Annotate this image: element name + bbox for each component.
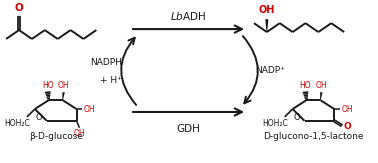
- Text: O: O: [15, 3, 23, 13]
- Text: HO: HO: [300, 81, 311, 90]
- Text: O: O: [343, 122, 351, 131]
- Text: O: O: [36, 113, 42, 122]
- Text: NADP⁺: NADP⁺: [255, 66, 285, 75]
- Text: HOH₂C: HOH₂C: [262, 119, 288, 128]
- Text: OH: OH: [58, 81, 70, 90]
- Text: GDH: GDH: [177, 124, 200, 134]
- Text: OH: OH: [341, 104, 353, 113]
- FancyArrowPatch shape: [121, 38, 136, 105]
- Text: HO: HO: [42, 81, 54, 90]
- Text: OH: OH: [316, 81, 327, 90]
- FancyArrowPatch shape: [243, 36, 258, 103]
- Text: NADPH: NADPH: [90, 58, 122, 67]
- Text: OH: OH: [259, 5, 275, 15]
- Text: HOH₂C: HOH₂C: [4, 119, 30, 128]
- Text: OH: OH: [74, 129, 85, 138]
- Polygon shape: [265, 19, 268, 32]
- Polygon shape: [62, 92, 65, 100]
- Text: D-glucono-1,5-lactone: D-glucono-1,5-lactone: [263, 132, 364, 141]
- Text: O: O: [293, 113, 300, 122]
- Text: β-D-glucose: β-D-glucose: [29, 132, 83, 141]
- Text: + H⁺: + H⁺: [100, 76, 122, 85]
- Text: OH: OH: [84, 104, 95, 113]
- Text: $\it{Lb}$ADH: $\it{Lb}$ADH: [170, 10, 207, 22]
- Polygon shape: [320, 92, 322, 100]
